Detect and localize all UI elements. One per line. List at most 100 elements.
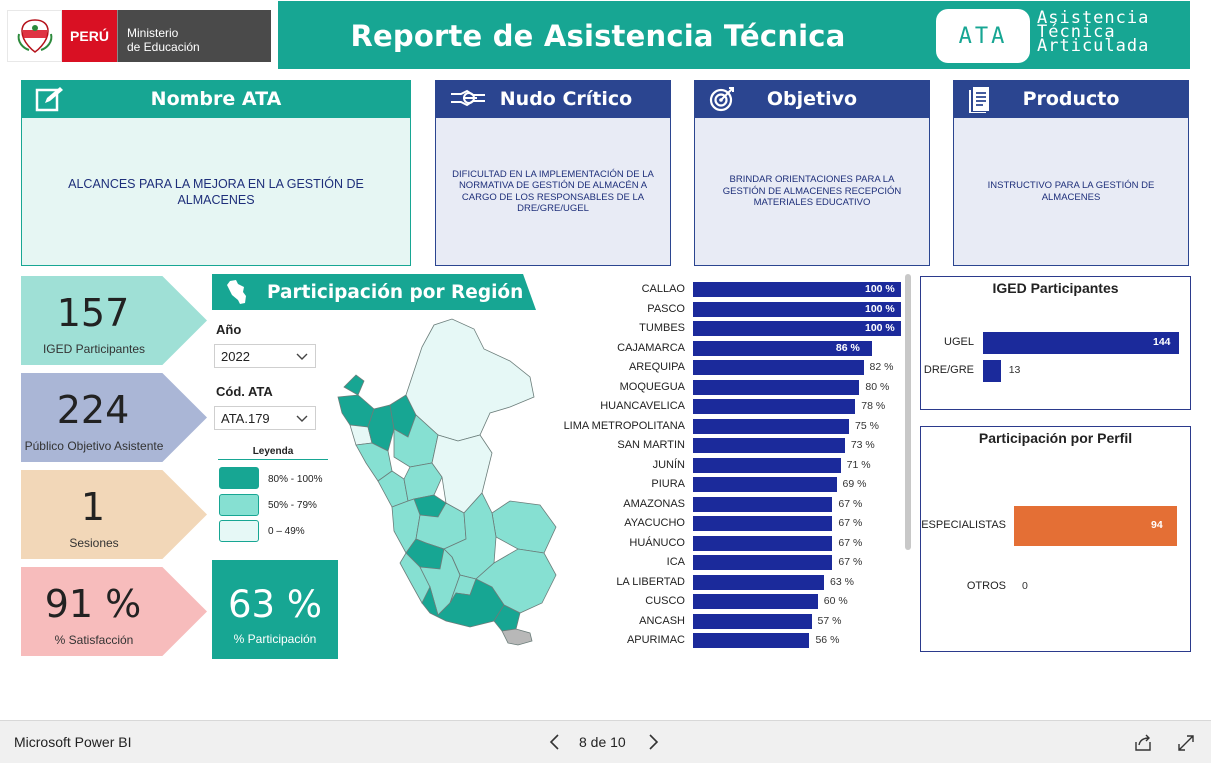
- code-select-value: ATA.179: [221, 411, 270, 426]
- perfil-panel-title: Participación por Perfil: [978, 430, 1133, 446]
- region-bar-row[interactable]: ICA 67 %: [560, 553, 905, 573]
- region-bar-row[interactable]: TUMBES 100 %: [560, 319, 905, 339]
- region-bar-row[interactable]: PASCO 100 %: [560, 300, 905, 320]
- region-bar-row[interactable]: AYACUCHO 67 %: [560, 514, 905, 534]
- map-region-piura: [337, 394, 375, 428]
- region-bar[interactable]: [693, 418, 849, 434]
- powerbi-footer: Microsoft Power BI 8 de 10: [0, 720, 1211, 763]
- region-bar-value: 82 %: [869, 361, 894, 373]
- region-bar-row[interactable]: HUANCAVELICA 78 %: [560, 397, 905, 417]
- iged-bar[interactable]: [983, 360, 1001, 382]
- region-bar-value: 100 %: [865, 283, 895, 295]
- region-bar-value: 78 %: [861, 400, 886, 412]
- iged-category: UGEL: [944, 336, 974, 348]
- share-icon[interactable]: [1133, 733, 1153, 758]
- region-bar-category: AMAZONAS: [623, 497, 685, 510]
- region-bar-row[interactable]: AMAZONAS 67 %: [560, 495, 905, 515]
- region-bar[interactable]: [693, 399, 856, 414]
- region-bar-row[interactable]: APURIMAC 56 %: [560, 631, 905, 651]
- region-bar-row[interactable]: HUÁNUCO 67 %: [560, 534, 905, 554]
- region-bar-value: 75 %: [855, 419, 879, 432]
- iged-bar[interactable]: [983, 332, 1179, 354]
- region-bar[interactable]: [693, 594, 818, 609]
- chart-scrollbar[interactable]: [905, 274, 911, 654]
- region-bar-value: 67 %: [838, 517, 863, 529]
- iged-row[interactable]: DRE/GRE 13: [921, 360, 1190, 382]
- iged-value: 13: [1008, 364, 1021, 376]
- region-bar[interactable]: [693, 555, 833, 570]
- perfil-value: 0: [1022, 580, 1028, 592]
- region-bar[interactable]: [693, 477, 837, 492]
- page-indicator: 8 de 10: [579, 734, 626, 750]
- region-bar-row[interactable]: SAN MARTIN 73 %: [560, 436, 905, 456]
- region-bar-value: 60 %: [823, 595, 848, 607]
- card-objetivo-title: Objetivo: [766, 88, 858, 110]
- peru-region-map[interactable]: [334, 317, 564, 647]
- legend-title: Leyenda: [218, 446, 328, 460]
- region-bar[interactable]: [693, 613, 812, 629]
- kpi-label: Sesiones: [69, 536, 119, 550]
- region-bar-row[interactable]: LA LIBERTAD 63 %: [560, 573, 905, 593]
- kpi-publico-objetivo: 224 Público Objetivo Asistente: [21, 373, 207, 462]
- participation-kpi: 63 % % Participación: [212, 560, 338, 659]
- region-bar[interactable]: [693, 321, 901, 336]
- region-bar-category: PASCO: [647, 302, 685, 315]
- peru-map-icon: [226, 279, 248, 310]
- region-bar[interactable]: [693, 438, 845, 453]
- region-bar[interactable]: [693, 301, 901, 317]
- region-bar[interactable]: [693, 282, 901, 297]
- region-bar[interactable]: [693, 457, 841, 473]
- region-bar-value: 69 %: [842, 478, 867, 490]
- region-bar[interactable]: [693, 379, 860, 395]
- target-icon: [708, 85, 736, 118]
- fullscreen-icon[interactable]: [1176, 733, 1196, 758]
- region-bar[interactable]: [693, 516, 833, 531]
- region-bar-value: 63 %: [830, 575, 854, 588]
- region-bar[interactable]: [693, 496, 833, 512]
- region-bar-value: 57 %: [817, 614, 842, 627]
- perfil-row[interactable]: OTROS 0: [921, 567, 1190, 607]
- region-bar-row[interactable]: JUNÍN 71 %: [560, 456, 905, 476]
- logo-ministry-line1: Ministerio: [127, 26, 179, 40]
- region-bar-value: 86 %: [835, 341, 860, 354]
- chevron-right-icon[interactable]: [646, 731, 660, 758]
- region-bar-row[interactable]: LIMA METROPOLITANA 75 %: [560, 417, 905, 437]
- chart-scrollbar-thumb[interactable]: [905, 274, 911, 550]
- ata-line1: Asistencia: [1037, 8, 1150, 28]
- region-bar-value: 100 %: [865, 322, 895, 334]
- code-select[interactable]: ATA.179: [214, 406, 316, 430]
- card-objetivo-header: Objetivo: [694, 80, 930, 118]
- kpi-label: Público Objetivo Asistente: [24, 439, 164, 453]
- kpi-satisfaccion: 91 % % Satisfacción: [21, 567, 207, 656]
- kpi-value: 91 %: [44, 582, 142, 626]
- region-bar-row[interactable]: ANCASH 57 %: [560, 612, 905, 632]
- region-bar-category: CALLAO: [641, 283, 685, 295]
- powerbi-brand[interactable]: Microsoft Power BI: [14, 734, 132, 750]
- region-bar-row[interactable]: MOQUEGUA 80 %: [560, 378, 905, 398]
- perfil-category: OTROS: [966, 580, 1006, 592]
- region-bar[interactable]: [693, 340, 872, 356]
- region-bar-row[interactable]: PIURA 69 %: [560, 475, 905, 495]
- region-bar-chart[interactable]: CALLAO 100 % PASCO 100 % TUMBES 100 % CAJAMARC…: [560, 278, 905, 653]
- region-bar-category: LA LIBERTAD: [616, 575, 685, 588]
- kpi-value: 157: [56, 291, 130, 335]
- perfil-row[interactable]: ESPECIALISTAS 94: [921, 506, 1190, 546]
- chevron-left-icon[interactable]: [548, 731, 562, 758]
- card-nombre-text: ALCANCES PARA LA MEJORA EN LA GESTIÓN DE…: [21, 118, 411, 266]
- perfil-bar[interactable]: [1014, 506, 1177, 546]
- region-bar[interactable]: [693, 360, 864, 375]
- region-bar[interactable]: [693, 574, 825, 590]
- iged-row[interactable]: UGEL 144: [921, 332, 1190, 354]
- region-bar-row[interactable]: CALLAO 100 %: [560, 280, 905, 300]
- region-bar[interactable]: [693, 535, 833, 551]
- region-bar-category: CUSCO: [645, 595, 685, 607]
- region-bar-row[interactable]: AREQUIPA 82 %: [560, 358, 905, 378]
- region-bar[interactable]: [693, 633, 810, 648]
- region-bar-row[interactable]: CAJAMARCA 86 %: [560, 339, 905, 359]
- year-select[interactable]: 2022: [214, 344, 316, 368]
- region-bar-row[interactable]: CUSCO 60 %: [560, 592, 905, 612]
- perfil-value: 94: [1151, 519, 1163, 531]
- title-banner: Reporte de Asistencia Técnica ATA Asiste…: [278, 1, 1190, 69]
- logo-ministry-line2: de Educación: [127, 40, 200, 54]
